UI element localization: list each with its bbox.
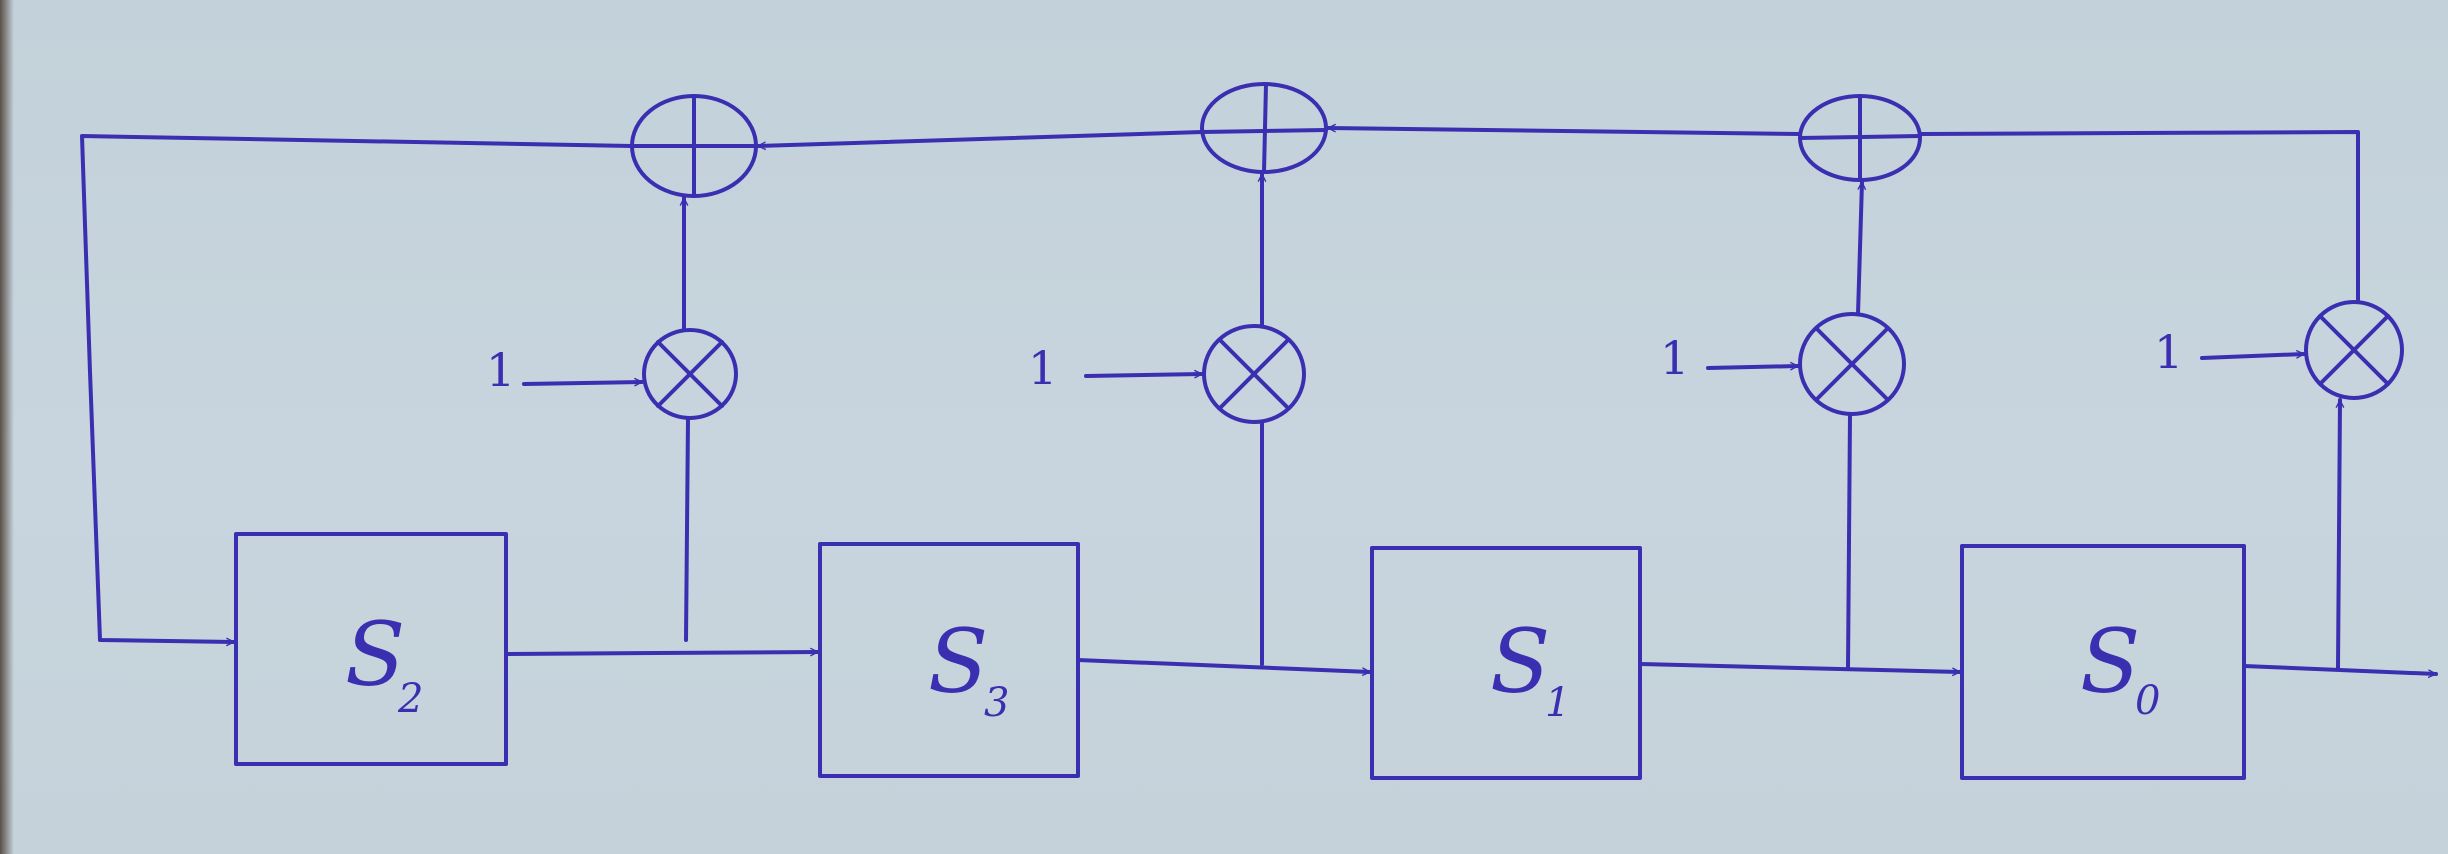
coefficient-label-3: 1 bbox=[1660, 331, 1689, 385]
register-s0: S 0 bbox=[1960, 544, 2246, 780]
register-subscript: 2 bbox=[397, 676, 423, 722]
register-label: S bbox=[928, 610, 988, 713]
register-subscript: 0 bbox=[2135, 678, 2160, 724]
tap-line-s1 bbox=[1846, 412, 1852, 670]
multiplier-2 bbox=[1202, 324, 1306, 424]
register-box bbox=[1960, 544, 2246, 780]
bus-arrow-xor3-to-xor2 bbox=[1326, 123, 1802, 136]
coefficient-label-1: 1 bbox=[486, 343, 515, 397]
register-subscript: 3 bbox=[984, 680, 1009, 726]
shift-arrow-s3-to-s1 bbox=[1076, 658, 1372, 676]
coef-arrow-1 bbox=[522, 377, 644, 387]
register-label: S bbox=[1490, 610, 1550, 713]
register-s1: S 1 bbox=[1370, 546, 1642, 780]
coef-arrow-2 bbox=[1084, 369, 1204, 379]
tap-line-s0 bbox=[2335, 398, 2345, 670]
xor-adder-3 bbox=[1798, 94, 1922, 182]
register-label: S bbox=[2080, 610, 2140, 713]
feedback-line-to-s2 bbox=[80, 134, 634, 647]
multiplier-3 bbox=[1798, 312, 1906, 416]
coef-arrow-4 bbox=[2200, 350, 2306, 360]
bus-line-xor3-to-mult4 bbox=[1918, 130, 2360, 302]
register-s3: S 3 bbox=[818, 542, 1080, 778]
coef-arrow-3 bbox=[1706, 361, 1800, 371]
coefficient-label-4: 1 bbox=[2154, 325, 2183, 379]
mult3-to-xor3-arrow bbox=[1856, 180, 1867, 316]
multiplier-4 bbox=[2304, 300, 2404, 400]
register-label: S bbox=[345, 603, 405, 706]
multiplier-1 bbox=[642, 328, 738, 420]
multiply-circle bbox=[2304, 300, 2404, 400]
shift-arrow-s2-to-s3 bbox=[504, 647, 820, 657]
register-subscript: 1 bbox=[1545, 680, 1570, 726]
paper-edge-shadow bbox=[0, 0, 14, 854]
tap-line-s2 bbox=[684, 416, 690, 642]
bus-arrow-xor2-to-xor1 bbox=[756, 130, 1204, 151]
register-box bbox=[234, 532, 508, 766]
output-arrow bbox=[2242, 664, 2438, 678]
register-s2: S 2 bbox=[234, 532, 508, 766]
xor-adder-2 bbox=[1200, 82, 1328, 174]
xor-adder-1 bbox=[630, 94, 758, 198]
coefficient-label-2: 1 bbox=[1028, 341, 1057, 395]
shift-arrow-s1-to-s0 bbox=[1638, 662, 1962, 677]
